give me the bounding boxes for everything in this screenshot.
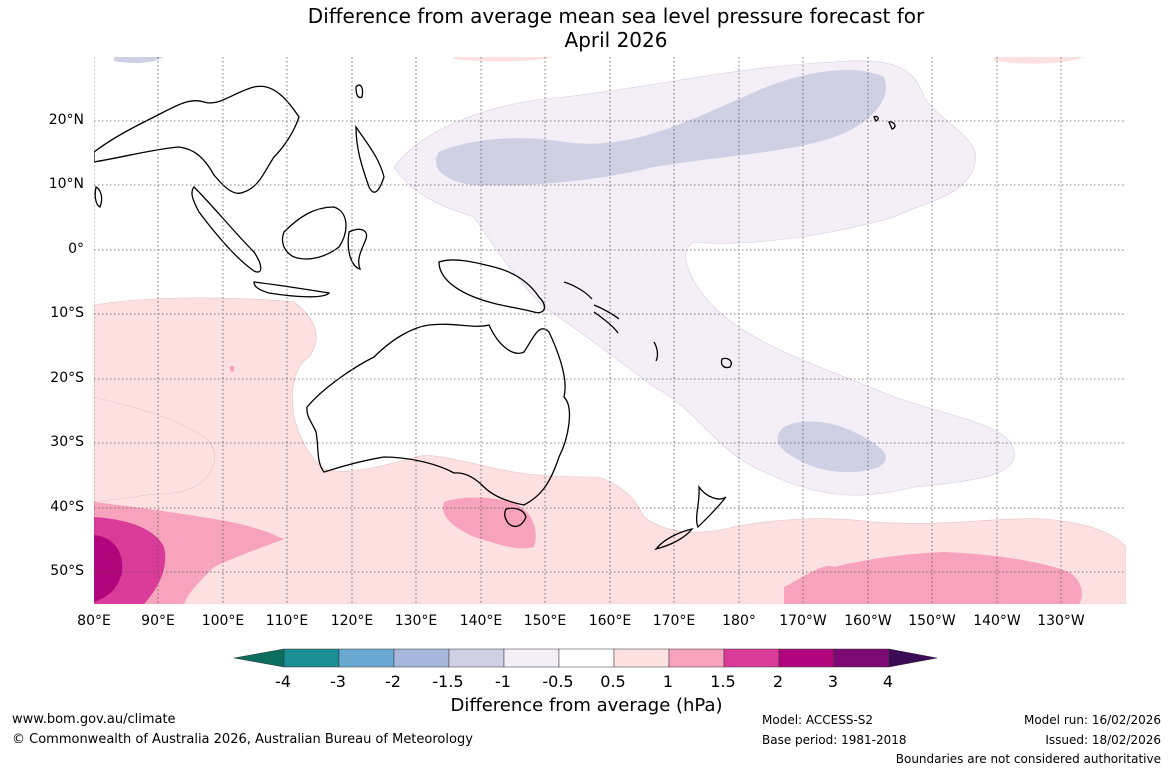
anomaly-positive-strongest xyxy=(94,535,123,602)
footer-issued: Issued: 18/02/2026 xyxy=(1045,733,1161,747)
colorbar-segment xyxy=(283,648,340,668)
solomon-islands-outline xyxy=(563,281,620,320)
map-title: Difference from average mean sea level p… xyxy=(0,4,1173,52)
anomaly-positive-spot xyxy=(229,365,235,372)
colorbar-tick: 1.5 xyxy=(710,672,736,691)
colorbar-segment xyxy=(668,648,725,668)
lon-label-90e: 90°E xyxy=(141,613,175,629)
lon-label-180: 180° xyxy=(722,613,756,629)
mainland-asia-outline xyxy=(94,85,300,194)
anomaly-positive-mid xyxy=(94,497,1082,604)
colorbar-segment xyxy=(558,648,615,668)
sri-lanka-outline xyxy=(94,186,103,208)
lat-label-40s: 40°S xyxy=(50,499,84,515)
lon-label-160e: 160°E xyxy=(588,613,632,629)
colorbar xyxy=(234,648,938,668)
colorbar-segment xyxy=(503,648,560,668)
lon-label-170w: 170°W xyxy=(779,613,827,629)
australia-outline xyxy=(306,323,571,506)
anomaly-positive-north xyxy=(454,57,1084,64)
lon-label-140w: 140°W xyxy=(973,613,1021,629)
colorbar-segment xyxy=(448,648,505,668)
lat-label-10n: 10°N xyxy=(48,176,84,192)
hawaii-outline xyxy=(873,115,896,130)
colorbar-segment xyxy=(613,648,670,668)
java-outline xyxy=(253,281,331,298)
coastlines xyxy=(94,84,896,551)
lat-label-20s: 20°S xyxy=(50,370,84,386)
lat-label-20n: 20°N xyxy=(48,112,84,128)
colorbar-tick: 0.5 xyxy=(600,672,626,691)
colorbar-label: Difference from average (hPa) xyxy=(450,695,723,716)
lon-label-100e: 100°E xyxy=(201,613,245,629)
map-svg xyxy=(94,57,1126,604)
footer-model: Model: ACCESS-S2 xyxy=(762,713,874,727)
graticule xyxy=(94,57,1126,604)
lon-label-80e: 80°E xyxy=(77,613,111,629)
lon-label-170e: 170°E xyxy=(652,613,696,629)
colorbar-tick: 3 xyxy=(827,672,839,691)
colorbar-tick: -3 xyxy=(330,672,346,691)
lat-label-10s: 10°S xyxy=(50,305,84,321)
philippines-outline xyxy=(355,124,385,193)
sumatra-outline xyxy=(191,186,262,273)
anomaly-negative-mid-2 xyxy=(777,421,886,473)
footer-base-period: Base period: 1981-2018 xyxy=(762,733,907,747)
colorbar-segment xyxy=(393,648,450,668)
footer-disclaimer: Boundaries are not considered authoritat… xyxy=(895,752,1161,766)
new-zealand-south-island xyxy=(654,527,694,551)
vanuatu-outline xyxy=(653,341,659,362)
lat-label-30s: 30°S xyxy=(50,434,84,450)
colorbar-extend-low xyxy=(234,648,285,668)
lon-label-130w: 130°W xyxy=(1037,613,1085,629)
map-panel xyxy=(94,57,1126,604)
lon-label-140e: 140°E xyxy=(459,613,503,629)
lon-label-150e: 150°E xyxy=(523,613,567,629)
lon-label-120e: 120°E xyxy=(330,613,374,629)
fiji-outline xyxy=(720,357,732,369)
colorbar-tick: 4 xyxy=(882,672,894,691)
borneo-outline xyxy=(281,206,347,260)
colorbar-extend-high xyxy=(888,648,938,668)
colorbar-segment xyxy=(778,648,835,668)
colorbar-tick: -1 xyxy=(495,672,511,691)
colorbar-tick: -2 xyxy=(385,672,401,691)
title-line-1: Difference from average mean sea level p… xyxy=(307,4,925,28)
lat-label-0: 0° xyxy=(68,241,84,257)
new-caledonia-outline xyxy=(593,311,619,334)
footer-website: www.bom.gov.au/climate xyxy=(12,712,176,727)
colorbar-tick: -4 xyxy=(275,672,291,691)
new-guinea-outline xyxy=(438,259,546,314)
taiwan-outline xyxy=(355,84,364,99)
lon-label-150w: 150°W xyxy=(908,613,956,629)
anomaly-negative-mid xyxy=(435,69,886,186)
colorbar-segment xyxy=(723,648,780,668)
lon-label-110e: 110°E xyxy=(265,613,309,629)
colorbar-segment xyxy=(833,648,890,668)
sulawesi-outline xyxy=(347,228,368,270)
lon-label-160w: 160°W xyxy=(844,613,892,629)
title-line-2: April 2026 xyxy=(564,28,668,52)
lat-label-50s: 50°S xyxy=(50,563,84,579)
new-zealand-north-island xyxy=(695,484,727,529)
anomaly-negative-north xyxy=(114,57,164,64)
anomaly-positive-light xyxy=(94,297,1126,604)
footer-model-run: Model run: 16/02/2026 xyxy=(1023,713,1161,727)
colorbar-tick: -0.5 xyxy=(542,672,574,691)
colorbar-tick: 1 xyxy=(662,672,674,691)
footer-copyright: © Commonwealth of Australia 2026, Austra… xyxy=(12,732,473,747)
colorbar-segment xyxy=(338,648,395,668)
colorbar-tick: -1.5 xyxy=(432,672,464,691)
colorbar-tick: 2 xyxy=(772,672,784,691)
tasmania-outline xyxy=(504,507,527,528)
lon-label-130e: 130°E xyxy=(394,613,438,629)
